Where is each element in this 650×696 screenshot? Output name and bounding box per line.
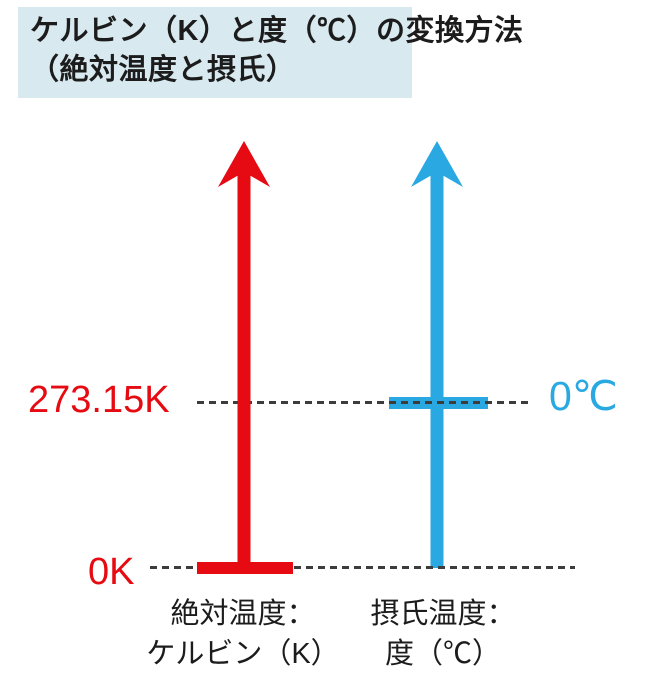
kelvin-zero-point-label: 0K: [88, 551, 135, 593]
kelvin-freezing-point-label: 273.15K: [28, 379, 170, 421]
celsius-freezing-point-label: 0℃: [549, 373, 618, 419]
celsius-axis-name: 摂氏温度： 度（℃）: [341, 594, 545, 674]
kelvin-axis-name: 絶対温度： ケルビン（K）: [130, 594, 356, 674]
title-line-1: ケルビン（K）と度（℃）の変換方法: [30, 15, 524, 47]
celsius-axis-name-line-2: 度（℃）: [384, 638, 501, 670]
kelvin-zero-tick-bar: [197, 562, 293, 574]
celsius-axis-name-line-1: 摂氏温度：: [370, 598, 516, 630]
title-line-2: （絶対温度と摂氏）: [30, 54, 296, 86]
kelvin-arrow-up-icon: [218, 141, 270, 562]
celsius-arrow-up-icon: [411, 141, 463, 568]
title-box: ケルビン（K）と度（℃）の変換方法 （絶対温度と摂氏）: [18, 7, 524, 98]
freezing-level-dashed-line: [197, 401, 533, 404]
kelvin-axis-name-line-1: 絶対温度：: [170, 598, 316, 630]
kelvin-axis-name-line-2: ケルビン（K）: [146, 638, 340, 670]
absolute-zero-dashed-line: [150, 566, 575, 569]
